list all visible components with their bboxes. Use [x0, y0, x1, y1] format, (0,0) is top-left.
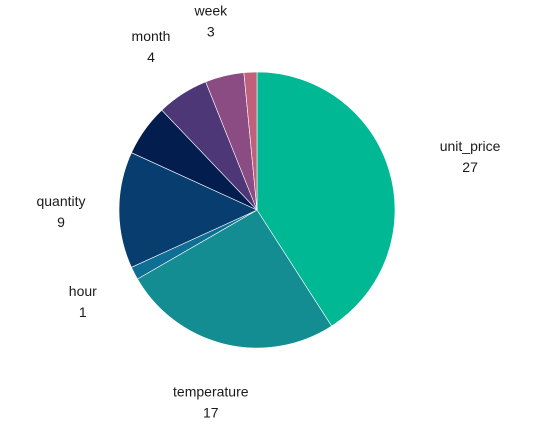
slice-label-hour: hour 1	[69, 283, 97, 320]
slice-label-value: 27	[462, 159, 478, 175]
pie-slices	[118, 71, 396, 349]
pie-slice-unlabeled-7	[243, 71, 258, 211]
slice-label-value: 3	[207, 24, 215, 40]
slice-label-value: 4	[147, 49, 155, 65]
slice-label-name: unit_price	[440, 138, 501, 154]
pie-slice-unit-price	[256, 71, 396, 327]
slice-label-value: 9	[57, 214, 65, 230]
slice-label-temperature: temperature 17	[173, 384, 249, 421]
slice-label-name: hour	[69, 283, 97, 299]
slice-label-name: week	[193, 3, 228, 19]
slice-label-value: 17	[203, 405, 219, 421]
slice-label-value: 1	[79, 304, 87, 320]
pie-labels: unit_price 27 temperature 17 hour 1 quantity 9 m…	[36, 3, 500, 421]
slice-label-name: month	[132, 28, 171, 44]
slice-label-name: temperature	[173, 384, 249, 400]
slice-label-unit-price: unit_price 27	[440, 138, 501, 175]
pie-slice-quantity	[118, 152, 258, 268]
slice-label-quantity: quantity 9	[36, 193, 85, 230]
slice-label-week: week 3	[193, 3, 228, 40]
pie-slice-temperature	[137, 209, 333, 349]
slice-label-month: month 4	[132, 28, 171, 65]
slice-label-name: quantity	[36, 193, 85, 209]
